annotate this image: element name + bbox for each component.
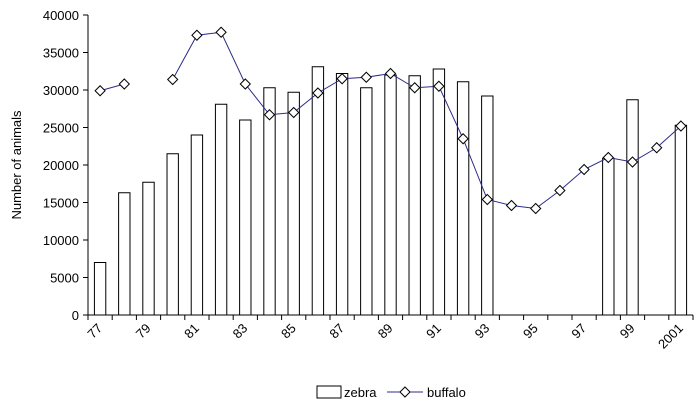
buffalo-point (94, 85, 106, 97)
buffalo-point (578, 163, 590, 176)
x-tick-label: 83 (230, 321, 251, 342)
legend-zebra-label: zebra (344, 385, 377, 400)
x-tick-label: 93 (472, 321, 493, 342)
y-tick-label: 40000 (43, 8, 79, 23)
buffalo-point (626, 156, 639, 168)
x-tick-label: 87 (326, 321, 347, 342)
buffalo-point (505, 199, 518, 212)
buffalo-point (360, 71, 373, 83)
zebra-bar (626, 99, 639, 316)
zebra-bar (287, 91, 300, 316)
zebra-bar (166, 153, 179, 316)
y-tick-label: 0 (72, 308, 79, 323)
y-tick-label: 35000 (43, 46, 79, 61)
buffalo-point (263, 109, 276, 121)
zebra-bar (190, 134, 204, 316)
zebra-bar (674, 124, 688, 316)
x-tick-label: 95 (520, 321, 541, 342)
y-tick-label: 5000 (50, 271, 79, 286)
y-tick-label: 10000 (43, 233, 79, 248)
x-tick-label: 79 (133, 321, 154, 342)
y-tick-label: 30000 (43, 83, 79, 98)
zebra-bars (93, 66, 688, 316)
zebra-bar (214, 103, 228, 316)
buffalo-point (191, 29, 203, 41)
legend-buffalo-marker (399, 386, 411, 398)
legend-buffalo-label: buffalo (427, 385, 466, 400)
buffalo-point (166, 73, 179, 86)
x-tick-label: 81 (181, 321, 202, 342)
buffalo-point (287, 106, 300, 119)
buffalo-point (408, 82, 421, 94)
zebra-bar (456, 81, 470, 316)
zebra-bar (118, 192, 131, 316)
x-tick-label: 85 (278, 321, 299, 342)
buffalo-point (336, 73, 348, 85)
buffalo-point (215, 26, 227, 38)
zebra-bar (335, 73, 349, 316)
y-axis: 0 5000 10000 15000 20000 25000 30000 35000 40000 (43, 8, 89, 323)
zebra-bar (311, 66, 325, 316)
x-tick-label: 77 (84, 321, 105, 342)
buffalo-line-segment (172, 31, 682, 210)
zebra-bar (408, 75, 421, 316)
x-tick-label: 99 (617, 321, 638, 342)
legend-zebra-swatch (316, 385, 342, 399)
buffalo-point (554, 184, 566, 197)
x-tick-label: 91 (423, 321, 444, 342)
buffalo-line (94, 26, 687, 215)
y-axis-title: Number of animals (9, 110, 24, 220)
buffalo-point (239, 78, 252, 90)
buffalo-point (481, 193, 494, 206)
buffalo-point (433, 80, 445, 92)
zebra-bar (360, 87, 373, 316)
buffalo-point (384, 67, 397, 80)
buffalo-point (457, 133, 469, 145)
zebra-bar (432, 68, 446, 316)
buffalo-point (529, 202, 542, 215)
buffalo-point (602, 151, 615, 164)
buffalo-point (312, 87, 324, 99)
y-tick-label: 25000 (43, 121, 79, 136)
zebra-bar (142, 181, 155, 316)
buffalo-point (675, 120, 687, 132)
zebra-bar (602, 157, 615, 316)
y-tick-label: 20000 (43, 158, 79, 173)
zebra-bar (239, 119, 252, 316)
x-tick-label: 2001 (655, 321, 686, 352)
zebra-bar (384, 74, 397, 316)
zebra-bar (263, 87, 276, 316)
buffalo-point (118, 78, 131, 90)
zebra-bar (93, 262, 107, 316)
x-axis: 77 79 81 83 85 87 89 91 93 95 97 99 2001 (84, 314, 694, 352)
zebra-bar (481, 95, 494, 316)
x-tick-label: 89 (375, 321, 396, 342)
buffalo-point (650, 142, 663, 154)
legend: zebra buffalo (316, 385, 466, 400)
x-tick-label: 97 (568, 321, 589, 342)
y-tick-label: 15000 (43, 196, 79, 211)
